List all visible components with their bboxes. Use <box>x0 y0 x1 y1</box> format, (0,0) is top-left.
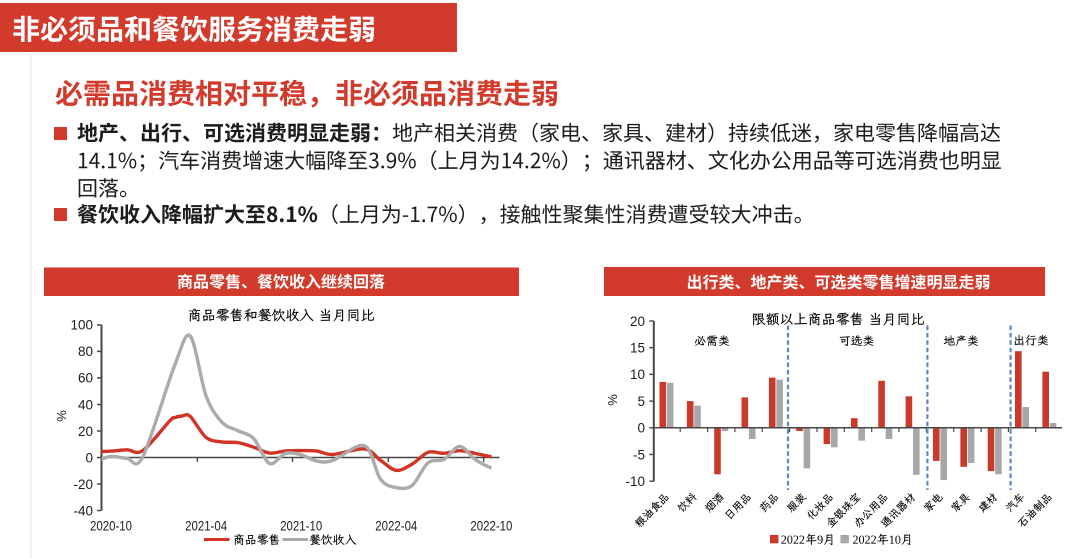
svg-text:10: 10 <box>630 367 645 382</box>
svg-text:100: 100 <box>70 318 93 333</box>
svg-text:80: 80 <box>78 344 93 359</box>
svg-text:15: 15 <box>630 341 645 356</box>
svg-text:-40: -40 <box>73 503 93 518</box>
svg-text:%: % <box>54 410 69 422</box>
svg-text:20: 20 <box>630 314 645 329</box>
svg-text:2021-04: 2021-04 <box>185 519 227 534</box>
svg-text:-20: -20 <box>73 477 93 492</box>
svg-text:40: 40 <box>78 397 93 412</box>
svg-text:2022-10: 2022-10 <box>470 519 512 534</box>
svg-text:-10: -10 <box>625 474 645 489</box>
svg-text:2020-10: 2020-10 <box>90 519 132 534</box>
svg-text:2021-10: 2021-10 <box>280 519 322 534</box>
svg-text:60: 60 <box>78 371 93 386</box>
svg-text:2022-04: 2022-04 <box>375 519 417 534</box>
svg-text:5: 5 <box>637 394 645 409</box>
svg-text:%: % <box>605 394 620 406</box>
svg-text:20: 20 <box>78 424 93 439</box>
svg-text:-5: -5 <box>633 447 645 462</box>
svg-text:0: 0 <box>85 450 93 465</box>
svg-text:0: 0 <box>637 421 645 436</box>
